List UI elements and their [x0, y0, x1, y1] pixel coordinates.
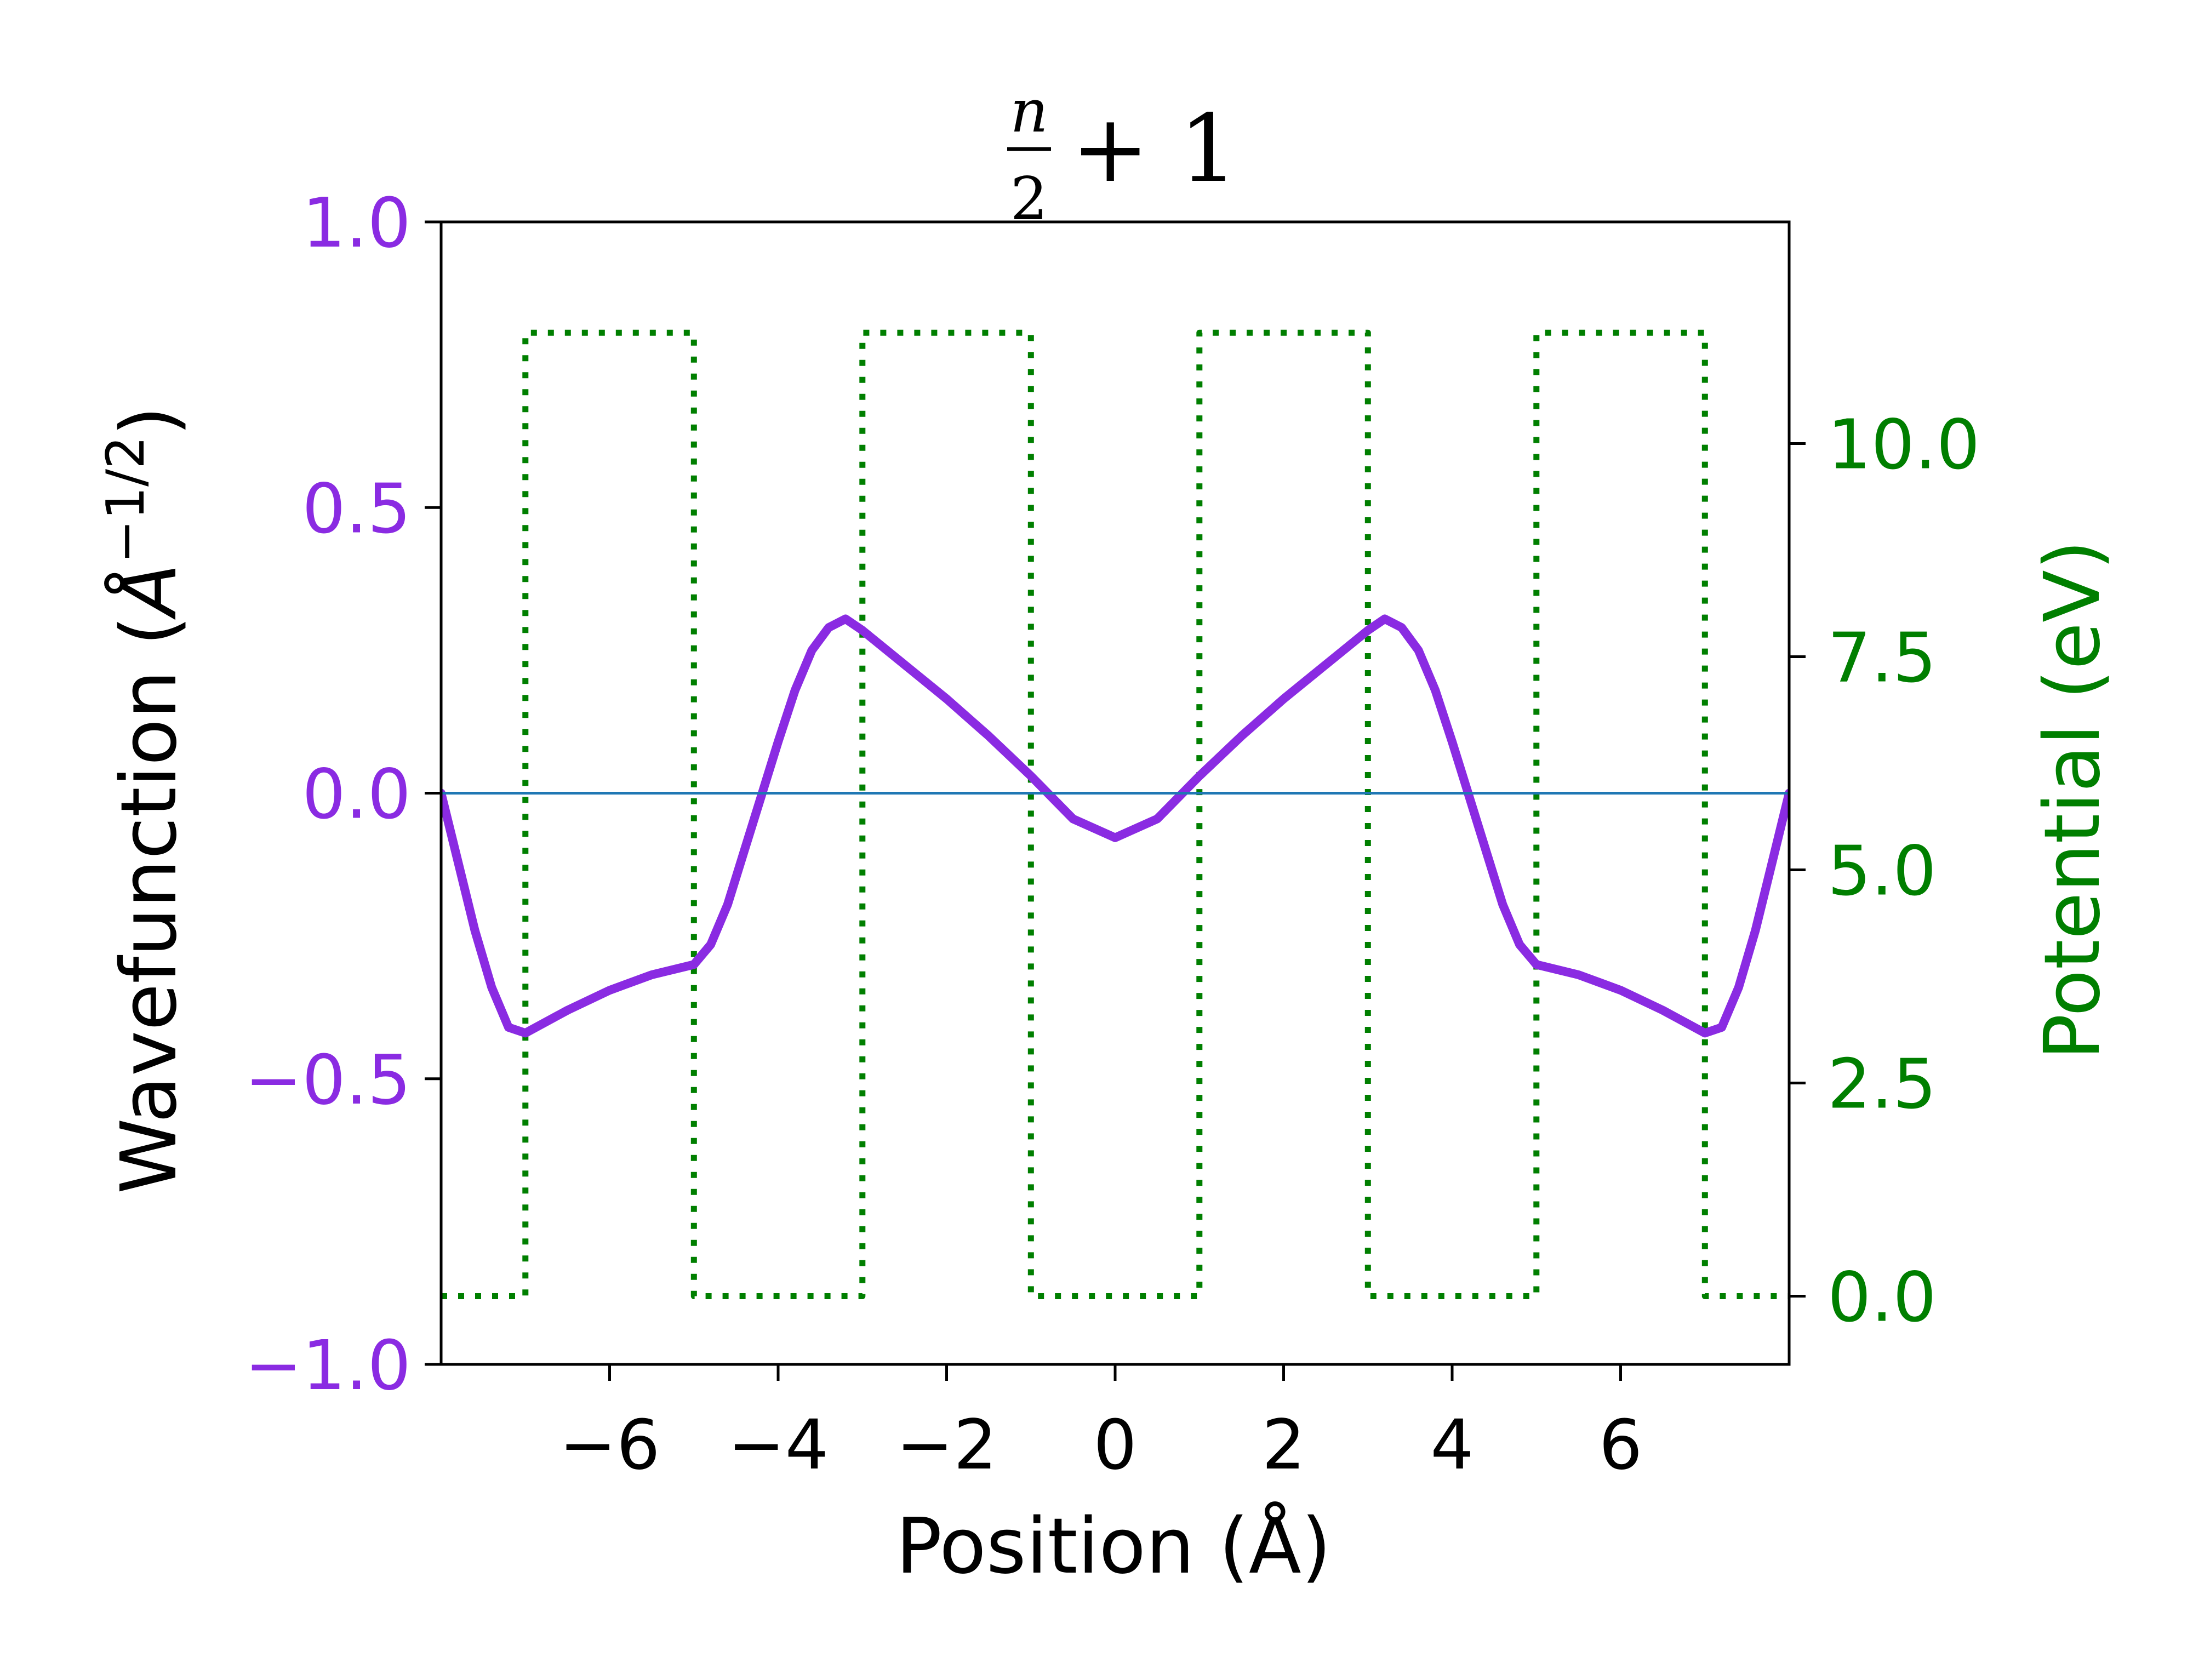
wavefunction-line — [441, 614, 1789, 1038]
x-axis-label: Position (Å) — [896, 1501, 1332, 1591]
x-tick-label: −6 — [559, 1405, 660, 1485]
x-tick-label: 4 — [1430, 1405, 1474, 1485]
y2-tick-label: 7.5 — [1828, 619, 1937, 698]
x-axis: −6 −4 −2 0 2 4 6 — [559, 1364, 1642, 1485]
y2-tick-label: 2.5 — [1828, 1045, 1937, 1124]
title-rest: + 1 — [1071, 95, 1238, 203]
x-tick-label: 2 — [1262, 1405, 1306, 1485]
title-denominator: 2 — [1010, 165, 1048, 233]
title-numerator: n — [1010, 77, 1048, 146]
y2-axis-label: Potential (eV) — [2028, 540, 2117, 1060]
plot-area — [441, 329, 1789, 1299]
x-tick-label: −4 — [728, 1405, 829, 1485]
chart-title: n 2 + 1 — [1007, 77, 1238, 233]
y-tick-label: 1.0 — [302, 184, 411, 263]
y-tick-label: 0.5 — [302, 469, 411, 548]
x-tick-label: 0 — [1093, 1405, 1137, 1485]
y2-tick-label: 10.0 — [1828, 405, 1980, 485]
y-tick-label: 0.0 — [302, 755, 411, 835]
potential-line — [441, 329, 1789, 1299]
x-tick-label: 6 — [1599, 1405, 1643, 1485]
y-axis-left: −1.0 −0.5 0.0 0.5 1.0 — [244, 184, 441, 1405]
y-tick-label: −0.5 — [244, 1041, 411, 1120]
y-axis-right: 0.0 2.5 5.0 7.5 10.0 — [1789, 405, 1980, 1338]
x-tick-label: −2 — [896, 1405, 997, 1485]
y-axis-label: Wavefunction (Å−1/2) — [96, 406, 194, 1194]
y-tick-label: −1.0 — [244, 1326, 411, 1405]
y2-tick-label: 0.0 — [1828, 1258, 1937, 1338]
y2-tick-label: 5.0 — [1828, 832, 1937, 911]
